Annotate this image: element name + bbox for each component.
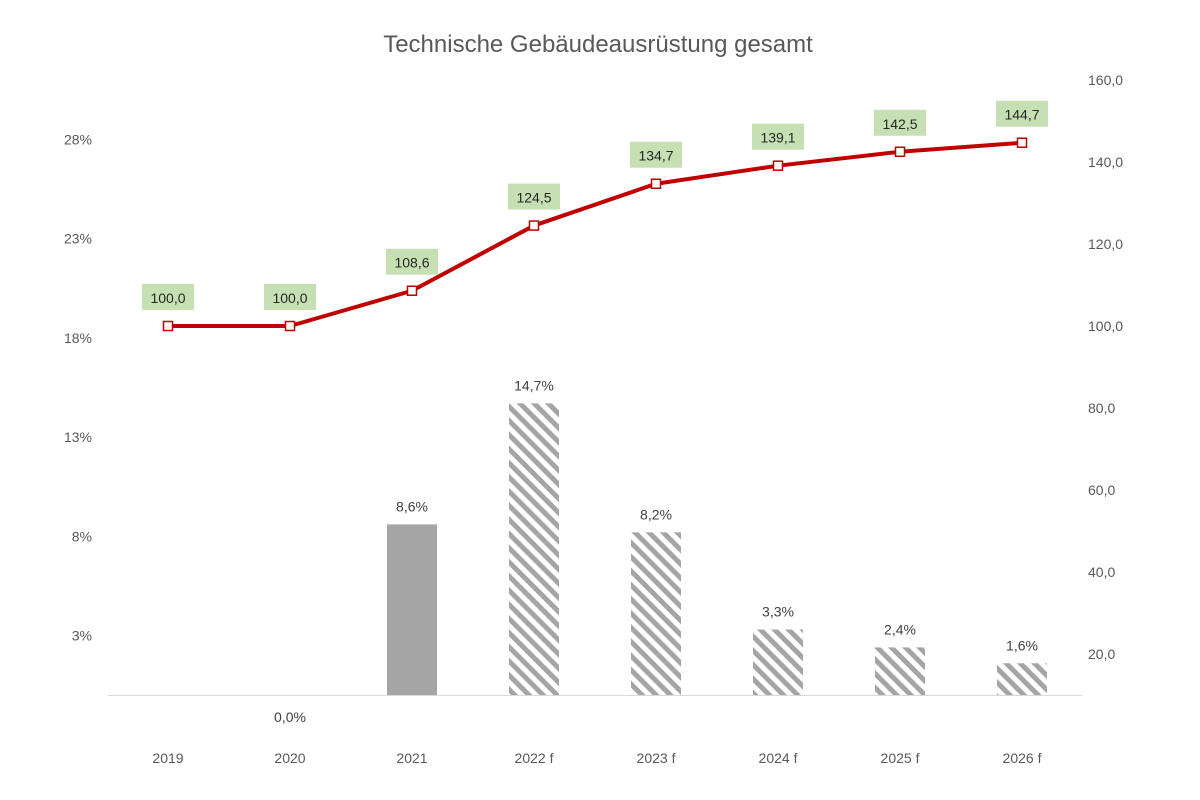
line-data-label: 144,7 [996,100,1048,127]
line-marker [650,178,662,189]
line-data-label-bg [630,141,682,168]
category-label: 2023 f [637,750,676,766]
category-label: 2021 [396,750,427,766]
line-data-label-text: 100,0 [150,290,185,306]
right-tick-label: 160,0 [1088,72,1123,88]
left-tick-label: 8% [72,528,92,544]
line-data-label: 139,1 [752,123,804,150]
line-data-label-bg [386,248,438,275]
line-marker [1016,137,1028,148]
line-path [168,140,1023,328]
line-data-label-text: 144,7 [1004,107,1039,123]
line-marker [528,220,540,231]
line-data-label: 108,6 [386,248,438,275]
line-marker [162,320,174,332]
left-tick-label: 23% [64,231,92,247]
line-data-label-bg [874,109,926,136]
line-marker [772,160,784,171]
line-data-label-text: 124,5 [516,190,551,206]
bar-data-label: 8,2% [640,506,672,522]
right-tick-label: 60,0 [1088,482,1115,498]
left-tick-label: 3% [72,627,92,643]
left-tick-label: 28% [64,132,92,148]
bar-data-label: 1,6% [1006,637,1038,653]
line-data-label-text: 142,5 [882,116,917,132]
line-data-label-bg [142,284,194,310]
chart-title: Technische Gebäudeausrüstung gesamt [383,31,813,58]
right-tick-label: 140,0 [1088,154,1123,170]
bar-data-label: 3,3% [762,604,794,620]
category-label: 2019 [152,750,183,766]
category-label: 2022 f [515,750,554,766]
line-marker [406,285,418,296]
line-data-label: 142,5 [874,109,926,136]
line-data-label: 100,0 [264,284,316,310]
bar [875,647,925,695]
right-tick-label: 120,0 [1088,236,1123,252]
line-data-label-text: 108,6 [394,255,429,271]
bar-data-labels: 0,0% 8,6% 14,7% 8,2% 3,3% 2,4% 1,6% [274,377,1038,725]
line-data-label-bg [264,284,316,310]
line-data-label-bg [996,100,1048,127]
line-data-label: 134,7 [630,141,682,168]
right-axis: 20,0 40,0 60,0 80,0 100,0 120,0 140,0 160,0 [1088,72,1123,662]
bar-data-label: 0,0% [274,709,306,725]
bar-series [387,403,1047,695]
left-axis: 3% 8% 13% 18% 23% 28% [64,132,92,644]
line-data-label-text: 139,1 [760,130,795,146]
bar [509,403,559,695]
category-label: 2025 f [881,750,920,766]
left-tick-label: 18% [64,330,92,346]
bar [387,524,437,695]
line-marker [894,146,906,157]
bar-data-label: 2,4% [884,621,916,637]
category-axis: 2019 2020 2021 2022 f 2023 f 2024 f 2025 f 2026… [152,750,1041,766]
line-data-label-text: 100,0 [272,290,307,306]
right-tick-label: 100,0 [1088,318,1123,334]
bar [753,629,803,695]
category-label: 2024 f [759,750,798,766]
line-series: 100,0 100,0 108,6 124,5 134,7 139,1 142,5 144,7 [142,100,1048,332]
category-label: 2026 f [1003,750,1042,766]
line-data-label-bg [752,123,804,150]
right-tick-label: 20,0 [1088,646,1115,662]
line-data-label-bg [508,183,560,210]
line-data-label: 100,0 [142,284,194,310]
line-data-label: 124,5 [508,183,560,210]
line-marker [284,320,296,332]
line-data-label-text: 134,7 [638,148,673,164]
bar-data-label: 14,7% [514,377,554,393]
bar-data-label: 8,6% [396,498,428,514]
right-tick-label: 80,0 [1088,400,1115,416]
right-tick-label: 40,0 [1088,564,1115,580]
category-label: 2020 [274,750,305,766]
bar [997,663,1047,695]
left-tick-label: 13% [64,429,92,445]
bar [631,532,681,695]
